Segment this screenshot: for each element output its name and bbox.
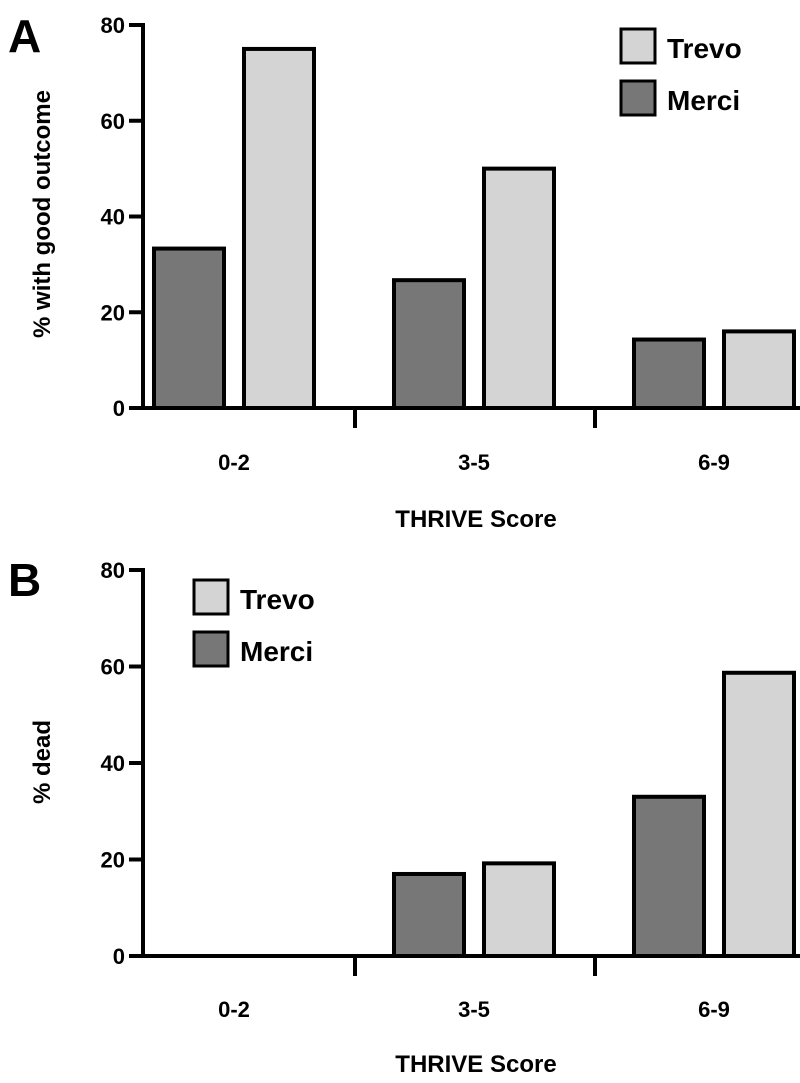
panel-a: A % with good outcome 0 20 40 60 80 0-2 3-5 6-9… xyxy=(8,10,800,533)
panel-a-y-tick-label: 60 xyxy=(101,109,125,134)
panel-b-plot: 0 20 40 60 80 0-2 3-5 6-9 xyxy=(101,558,800,1022)
panel-a-x-axis-title: THRIVE Score xyxy=(395,506,556,533)
panel-a-y-tick-label: 40 xyxy=(101,205,125,230)
panel-a-legend: Trevo Merci xyxy=(619,27,742,117)
panel-b-legend-label-trevo: Trevo xyxy=(240,584,315,615)
panel-b-y-tick-label: 60 xyxy=(101,655,125,680)
panel-b-category-label: 0-2 xyxy=(218,997,250,1022)
panel-b-y-tick-label: 80 xyxy=(101,558,125,583)
panel-a-letter: A xyxy=(8,10,41,62)
panel-b-x-axis-title: THRIVE Score xyxy=(395,1051,556,1078)
panel-a-legend-swatch-merci xyxy=(619,79,657,117)
panel-a-legend-swatch-trevo xyxy=(619,27,657,65)
panel-b-bar-merci-3-5 xyxy=(392,871,466,958)
panel-b: B % dead 0 20 40 60 80 0-2 3-5 6-9 THRIVE Score… xyxy=(8,554,800,1078)
panel-b-legend-label-merci: Merci xyxy=(240,636,313,667)
panel-a-bar-merci-0-2 xyxy=(152,246,226,410)
panel-a-bar-trevo-0-2 xyxy=(242,46,316,410)
panel-b-y-tick-label: 0 xyxy=(113,944,125,969)
panel-a-y-tick-label: 80 xyxy=(101,13,125,38)
panel-a-y-tick-label: 0 xyxy=(113,396,125,421)
panel-a-category-label: 0-2 xyxy=(218,450,250,475)
panel-a-bar-trevo-6-9 xyxy=(722,329,796,410)
panel-a-bar-merci-3-5 xyxy=(392,278,466,410)
panel-b-legend: Trevo Merci xyxy=(192,578,315,668)
panel-a-category-label: 6-9 xyxy=(698,450,730,475)
panel-b-y-axis-title: % dead xyxy=(29,720,56,804)
panel-b-letter: B xyxy=(8,554,41,606)
panel-b-legend-swatch-merci xyxy=(192,630,230,668)
panel-b-y-tick-label: 20 xyxy=(101,848,125,873)
panel-b-bar-merci-6-9 xyxy=(632,794,706,959)
panel-b-bar-trevo-3-5 xyxy=(482,861,556,958)
panel-b-y-tick-label: 40 xyxy=(101,751,125,776)
panel-a-bar-trevo-3-5 xyxy=(482,166,556,410)
panel-b-legend-swatch-trevo xyxy=(192,578,230,616)
panel-a-plot: 0 20 40 60 80 0-2 3-5 6-9 xyxy=(101,13,800,475)
panel-a-category-label: 3-5 xyxy=(458,450,490,475)
panel-a-y-axis-title: % with good outcome xyxy=(29,90,56,338)
panel-a-legend-label-merci: Merci xyxy=(667,85,740,116)
panel-a-y-tick-label: 20 xyxy=(101,300,125,325)
panel-a-bar-merci-6-9 xyxy=(632,337,706,411)
panel-b-bar-trevo-6-9 xyxy=(722,670,796,959)
panel-a-legend-label-trevo: Trevo xyxy=(667,33,742,64)
panel-b-category-label: 3-5 xyxy=(458,997,490,1022)
panel-b-category-label: 6-9 xyxy=(698,997,730,1022)
